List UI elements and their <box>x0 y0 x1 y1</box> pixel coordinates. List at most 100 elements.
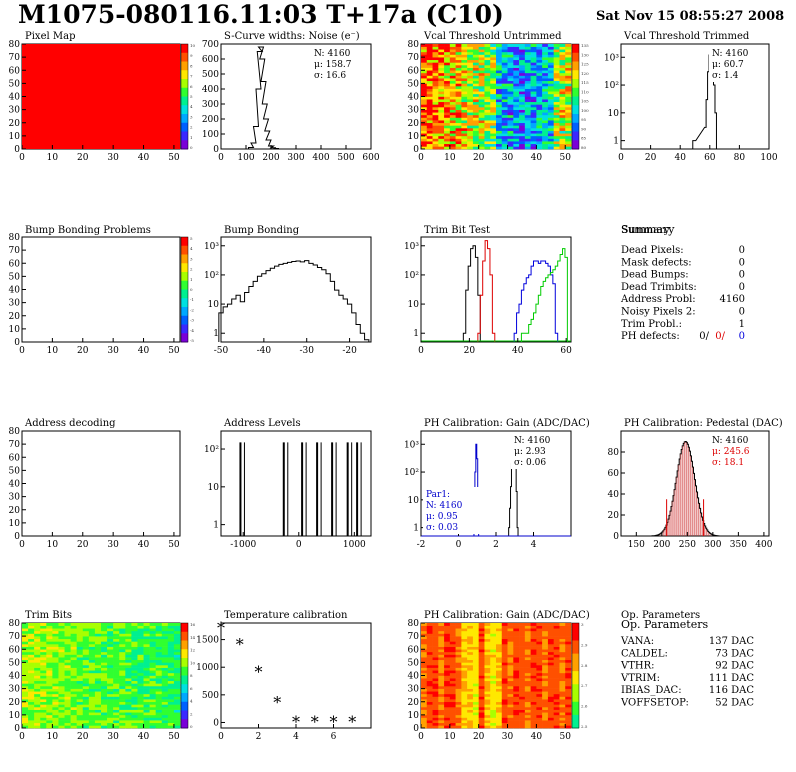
heatmap-cell <box>467 99 474 103</box>
palette-frame <box>180 622 189 729</box>
x-tick-label: 20 <box>77 153 89 163</box>
heatmap-cell <box>478 80 485 84</box>
heatmap-cell <box>530 130 537 134</box>
heatmap-cell <box>46 633 53 637</box>
heatmap-cell <box>64 659 71 663</box>
heatmap-cell <box>421 54 428 58</box>
heatmap-cell <box>519 141 526 145</box>
heatmap-cell <box>507 83 514 87</box>
heatmap-cell <box>530 93 537 97</box>
heatmap-cell <box>524 114 531 118</box>
palette-cell <box>572 87 579 93</box>
heatmap-cell <box>76 683 84 687</box>
palette-label: 4 <box>190 246 193 251</box>
heatmap-cell <box>22 712 29 716</box>
heatmap-cell <box>565 625 572 629</box>
palette-cell <box>181 250 188 255</box>
heatmap-cell <box>484 714 491 718</box>
heatmap-cell <box>58 657 65 661</box>
heatmap-cell <box>467 57 474 61</box>
heatmap-cell <box>161 678 169 682</box>
heatmap-cell <box>449 120 456 124</box>
palette-cell <box>181 96 188 102</box>
heatmap-cell <box>455 146 462 150</box>
heatmap-cell <box>82 633 90 637</box>
heatmap-cell <box>107 720 114 724</box>
heatmap-cell <box>131 704 138 708</box>
heatmap-cell <box>553 707 560 710</box>
heatmap-cell <box>426 688 433 692</box>
heatmap-cell <box>58 659 65 663</box>
y-tick-label: 60 <box>9 453 21 463</box>
palette-label: 100 <box>581 108 589 113</box>
heatmap-cell <box>34 670 41 674</box>
heatmap-cell <box>58 641 65 645</box>
palette-cell <box>572 122 579 128</box>
palette-label: 110 <box>581 89 589 94</box>
heatmap-cell <box>173 670 181 674</box>
heatmap-cell <box>467 644 474 647</box>
palette-cell <box>572 65 579 71</box>
heatmap-cell <box>149 654 156 658</box>
heatmap-cell <box>542 133 549 137</box>
heatmap-cell <box>449 680 456 684</box>
heatmap-cell <box>496 70 503 74</box>
heatmap-cell <box>461 78 468 82</box>
heatmap-cell <box>490 646 497 650</box>
heatmap-cell <box>438 96 445 100</box>
heatmap-cell <box>553 678 560 682</box>
heatmap-cell <box>455 680 462 684</box>
heatmap-cell <box>553 641 560 645</box>
heatmap-cell <box>107 636 114 640</box>
heatmap-cell <box>125 693 132 697</box>
x-tick-label: 0 <box>19 540 25 550</box>
heatmap-cell <box>490 146 497 150</box>
heatmap-cell <box>426 125 433 129</box>
heatmap-cell <box>64 638 71 642</box>
heatmap-cell <box>113 665 120 668</box>
heatmap-cell <box>113 672 120 676</box>
heatmap-cell <box>496 107 503 110</box>
heatmap-cell <box>490 141 497 145</box>
heatmap-cell <box>94 628 102 632</box>
heatmap-cell <box>52 649 59 653</box>
heatmap-cell <box>467 93 474 97</box>
heatmap-cell <box>484 57 491 61</box>
heatmap-cell <box>530 707 537 710</box>
heatmap-cell <box>70 644 77 647</box>
heatmap-cell <box>455 709 462 713</box>
heatmap-cell <box>82 686 90 689</box>
heatmap-cell <box>484 114 491 118</box>
heatmap-cell <box>472 46 479 50</box>
x-tick-label: 200 <box>653 540 670 550</box>
heatmap-cell <box>131 699 138 703</box>
palette-label: 90 <box>581 126 587 131</box>
heatmap-cell <box>149 704 156 708</box>
heatmap-cell <box>70 646 77 650</box>
heatmap-cell <box>507 659 514 663</box>
heatmap-cell <box>547 59 554 63</box>
heatmap-cell <box>125 633 132 637</box>
heatmap-cell <box>52 659 59 663</box>
heatmap-cell <box>547 720 554 724</box>
palette-cell <box>181 79 188 84</box>
heatmap-cell <box>76 717 84 721</box>
heatmap-cell <box>173 714 181 718</box>
heatmap-cell <box>167 646 175 650</box>
heatmap-cell <box>501 704 508 708</box>
heatmap-cell <box>426 86 433 89</box>
heatmap-cell <box>173 693 181 697</box>
palette-label: 115 <box>581 80 589 85</box>
heatmap-cell <box>88 678 96 682</box>
y-tick-label: 10 <box>208 300 220 310</box>
heatmap-cell <box>553 662 560 666</box>
heatmap-cell <box>559 633 566 637</box>
heatmap-cell <box>467 104 474 108</box>
heatmap-cell <box>107 654 114 658</box>
heatmap-cell <box>530 688 537 692</box>
heatmap-cell <box>28 696 35 700</box>
heatmap-cell <box>444 65 451 68</box>
heatmap-cell <box>507 72 514 76</box>
heatmap-cell <box>82 675 90 679</box>
palette-label: -1 <box>190 297 194 302</box>
